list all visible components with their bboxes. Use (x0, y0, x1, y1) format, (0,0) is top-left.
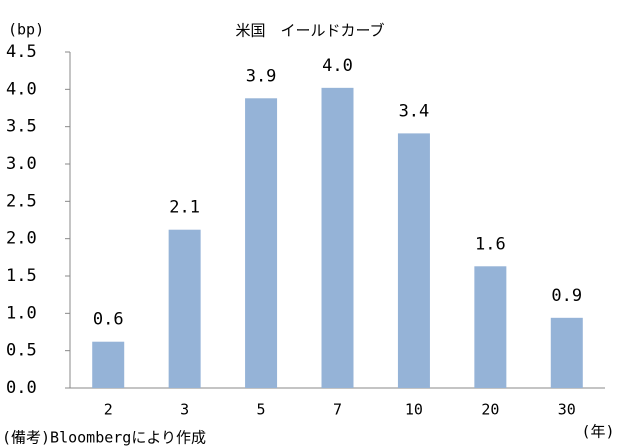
x-tick-label: 30 (558, 401, 576, 419)
note: (備考)Bloombergにより作成 (2, 429, 206, 447)
x-tick-label: 7 (333, 401, 342, 419)
value-label: 4.0 (322, 56, 353, 76)
x-tick-label: 3 (180, 401, 189, 419)
bar (245, 98, 278, 388)
bar (92, 341, 125, 388)
value-label: 1.6 (475, 234, 506, 254)
chart-title: 米国 イールドカーブ (235, 22, 384, 40)
value-label: 0.9 (551, 286, 582, 306)
x-tick-label: 10 (405, 401, 423, 419)
value-label: 0.6 (93, 310, 124, 330)
y-tick-label: 0.5 (6, 341, 37, 361)
bar (168, 229, 201, 388)
value-label: 3.4 (399, 101, 430, 121)
x-tick-label: 5 (257, 401, 266, 419)
y-tick-label: 1.5 (6, 266, 37, 286)
y-tick-label: 3.0 (6, 154, 37, 174)
y-tick-label: 3.5 (6, 117, 37, 137)
y-axis-label: (bp) (8, 21, 44, 39)
y-tick-label: 4.5 (6, 42, 37, 62)
y-tick-label: 2.5 (6, 191, 37, 211)
bar (474, 266, 507, 388)
x-tick-label: 2 (104, 401, 113, 419)
y-tick-label: 2.0 (6, 229, 37, 249)
value-label: 3.9 (246, 66, 277, 86)
x-axis-label: (年) (581, 423, 614, 441)
x-tick-label: 20 (481, 401, 499, 419)
bar (397, 133, 430, 388)
y-tick-label: 0.0 (6, 378, 37, 398)
bar (321, 87, 354, 388)
y-tick-label: 1.0 (6, 303, 37, 323)
y-tick-label: 4.0 (6, 79, 37, 99)
value-label: 2.1 (169, 198, 200, 218)
bar (550, 317, 583, 388)
